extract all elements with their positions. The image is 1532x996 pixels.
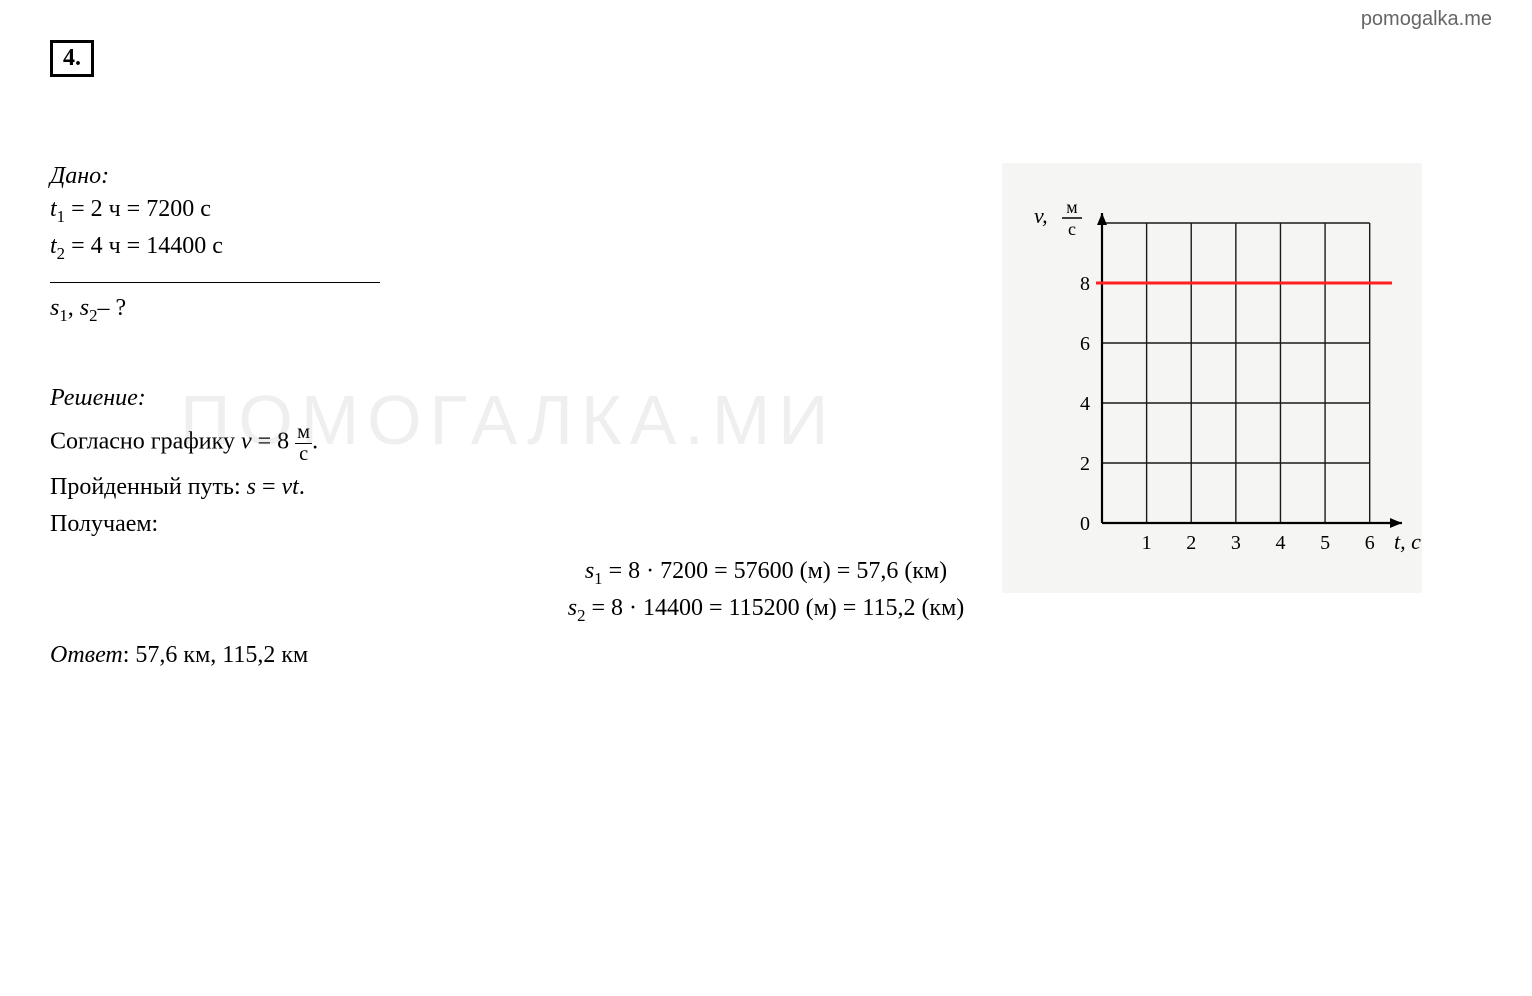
unit-frac: мс [295,422,312,464]
find-section: s1, s2– ? [50,295,670,326]
svg-text:6: 6 [1080,333,1090,355]
solution-line1-prefix: Согласно графику [50,429,241,455]
velocity-chart: 1 2 3 4 5 6 0 2 4 6 8 v, мс t, с [1002,163,1422,593]
svg-text:с: с [1068,219,1076,239]
given-t1: t1 = 2 ч = 7200 c [50,196,670,227]
solution-label: Решение: [50,385,670,412]
answer-label: Ответ [50,642,123,668]
given-section: Дано: t1 = 2 ч = 7200 c t2 = 4 ч = 14400… [50,163,670,264]
answer-text: : 57,6 км, 115,2 км [123,642,308,668]
svg-text:1: 1 [1142,532,1152,554]
unit-den: с [295,444,312,464]
svg-text:6: 6 [1365,532,1375,554]
solution-line2: Пройденный путь: s = vt. [50,474,670,501]
svg-text:t, с: t, с [1394,529,1421,554]
svg-text:8: 8 [1080,273,1090,295]
chart-svg: 1 2 3 4 5 6 0 2 4 6 8 v, мс t, с [1002,163,1422,593]
svg-text:4: 4 [1275,532,1285,554]
answer-section: Ответ: 57,6 км, 115,2 км [50,642,1482,669]
answer-line: Ответ: 57,6 км, 115,2 км [50,642,1482,669]
problem-number-box: 4. [50,40,94,77]
given-divider [50,282,380,283]
svg-text:2: 2 [1080,453,1090,475]
unit-num: м [295,422,312,443]
svg-text:м: м [1066,197,1077,217]
svg-text:5: 5 [1320,532,1330,554]
svg-text:2: 2 [1186,532,1196,554]
content-wrap: Дано: t1 = 2 ч = 7200 c t2 = 4 ч = 14400… [50,163,1482,669]
given-t2: t2 = 4 ч = 14400 c [50,233,670,264]
given-label: Дано: [50,163,670,190]
solution-line1-suffix: . [312,429,318,455]
equation-s2: s2 = 8 · 14400 = 115200 (м) = 115,2 (км) [316,595,1216,626]
svg-text:v,: v, [1034,203,1048,228]
solution-line1: Согласно графику v = 8 мс. [50,422,670,464]
svg-text:4: 4 [1080,393,1090,415]
watermark-url: pomogalka.me [1361,8,1492,31]
solution-line3: Получаем: [50,511,670,538]
find-line: s1, s2– ? [50,295,670,326]
svg-text:3: 3 [1231,532,1241,554]
solution-section: Решение: Согласно графику v = 8 мс. Прой… [50,385,670,538]
left-column: Дано: t1 = 2 ч = 7200 c t2 = 4 ч = 14400… [50,163,670,538]
svg-text:0: 0 [1080,513,1090,535]
